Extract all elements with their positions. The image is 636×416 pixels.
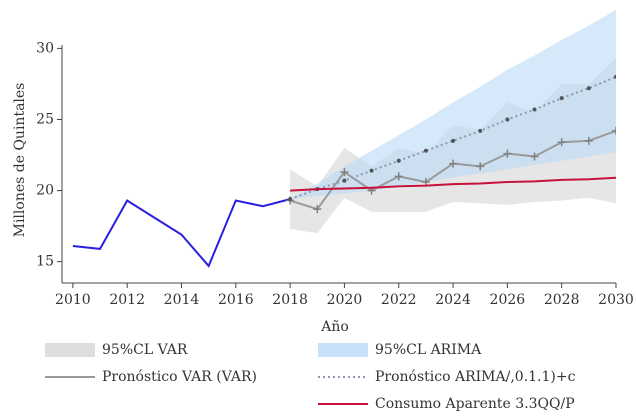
x-tick-label: 2028 — [544, 292, 580, 308]
marker — [449, 159, 458, 168]
x-tick-label: 2024 — [435, 292, 471, 308]
x-tick-label: 2026 — [490, 292, 526, 308]
marker — [396, 158, 401, 163]
marker — [476, 162, 485, 171]
marker — [478, 128, 483, 133]
x-axis-label: Año — [320, 319, 349, 335]
marker — [342, 178, 347, 183]
legend-label: 95%CL ARIMA — [375, 342, 482, 358]
marker — [423, 148, 428, 153]
plot-area — [72, 10, 616, 268]
marker — [505, 117, 510, 122]
marker — [586, 86, 591, 91]
marker — [530, 152, 539, 161]
marker — [614, 74, 616, 79]
marker — [340, 168, 349, 177]
marker — [503, 149, 512, 158]
x-tick-label: 2022 — [381, 292, 417, 308]
y-tick-label: 25 — [36, 111, 54, 127]
x-tick-label: 2010 — [55, 292, 91, 308]
x-tick-label: 2018 — [272, 292, 308, 308]
legend-swatch — [45, 343, 95, 357]
x-tick-label: 2030 — [598, 292, 634, 308]
legend-label: Consumo Aparente 3.3QQ/P — [375, 396, 575, 412]
x-tick-label: 2016 — [218, 292, 254, 308]
legend-label: 95%CL VAR — [102, 342, 188, 358]
marker — [394, 172, 403, 181]
marker — [557, 138, 566, 147]
y-tick-label: 30 — [36, 40, 54, 56]
x-tick-label: 2014 — [164, 292, 200, 308]
x-tick-label: 2012 — [109, 292, 145, 308]
marker — [369, 168, 374, 173]
marker — [612, 126, 616, 135]
x-tick-label: 2020 — [327, 292, 363, 308]
legend-label: Pronóstico VAR (VAR) — [102, 369, 257, 385]
legend-label: Pronóstico ARIMA/,0.1.1)+c — [375, 369, 576, 385]
legend-swatch — [318, 343, 368, 357]
marker — [559, 96, 564, 101]
marker — [313, 205, 322, 214]
series-line — [290, 176, 616, 192]
y-tick-label: 15 — [36, 254, 54, 270]
marker — [288, 197, 293, 202]
y-axis-label: Millones de Quintales — [12, 83, 28, 238]
marker — [451, 138, 456, 143]
marker — [532, 107, 537, 112]
confidence-band — [290, 10, 616, 200]
marker — [584, 136, 593, 145]
series-line — [72, 198, 291, 268]
y-tick-label: 20 — [36, 183, 54, 199]
